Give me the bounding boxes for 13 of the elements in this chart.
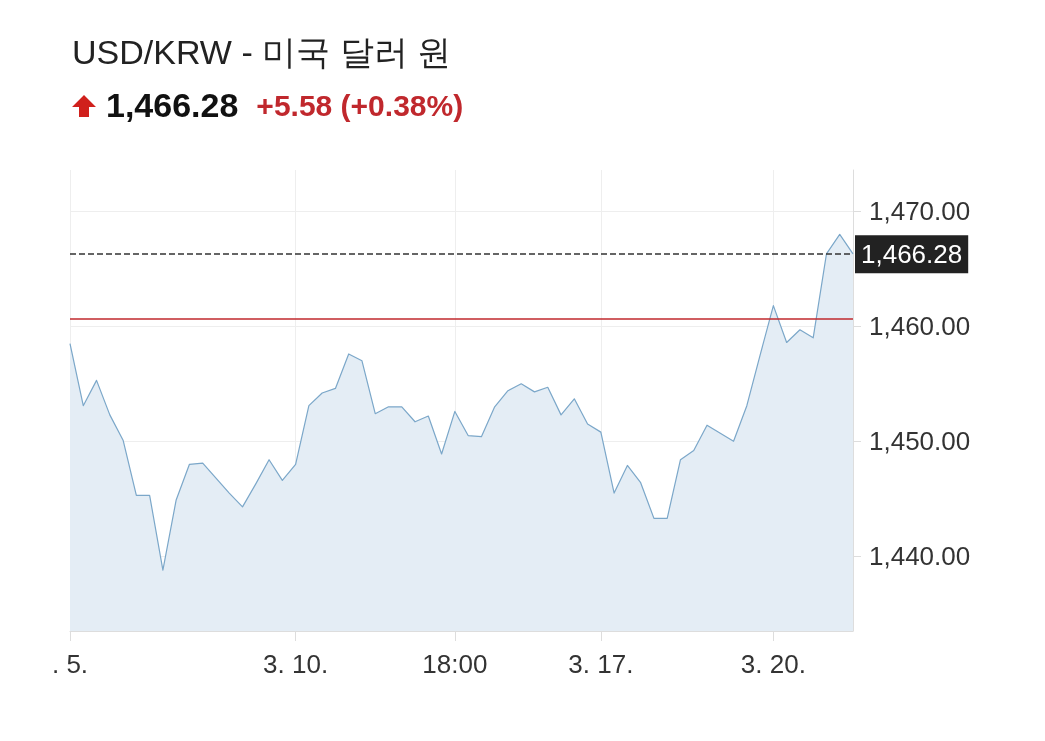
text: +5.58 (+0.38%): [256, 88, 464, 123]
x-tick-label: 3. 17.: [568, 649, 634, 679]
y-tick-label: 1,440.00: [869, 541, 971, 572]
x-tick-label: 3. 10.: [263, 649, 329, 679]
y-tick-label: 1,470.00: [869, 196, 971, 227]
y-tick-label: 1,450.00: [869, 426, 971, 457]
chart-title: USD/KRW - 미국 달러 원: [72, 32, 453, 73]
y-tick-label: 1,460.00: [869, 311, 971, 342]
x-tick-label: 3. 20.: [740, 649, 806, 679]
x-tick-label: 18:00: [422, 649, 488, 679]
chart-subtitle: 1,466.28: [106, 86, 239, 125]
x-tick-label: . 5.: [51, 649, 89, 679]
ref-line-label: 1,466.28: [861, 239, 963, 270]
